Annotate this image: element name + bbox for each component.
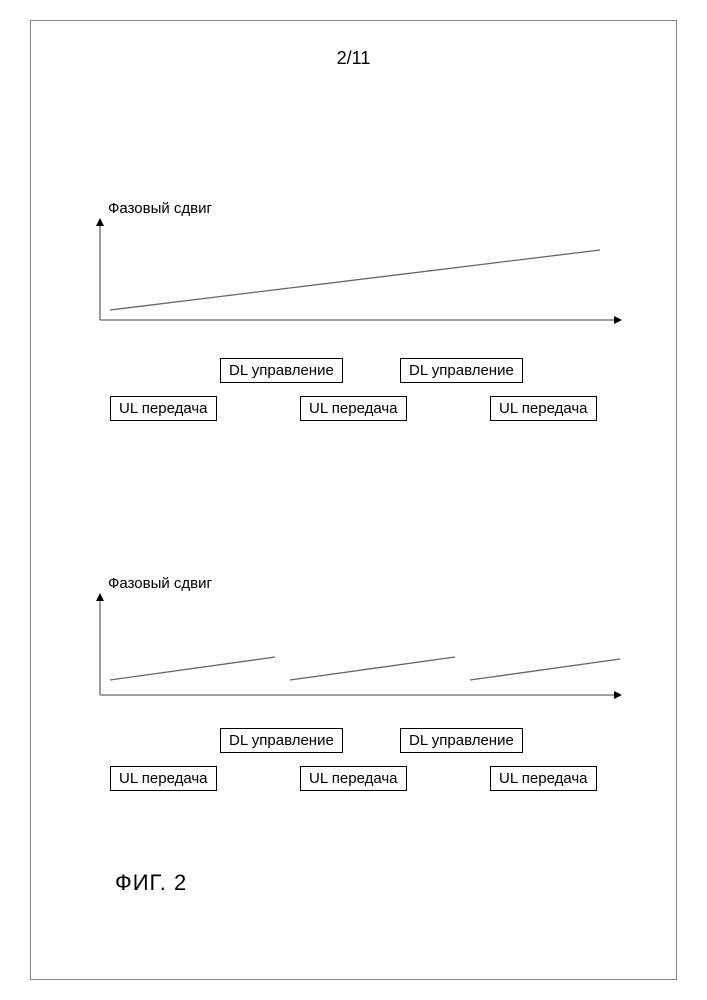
dl-box: DL управление [220,358,343,383]
ul-box: UL передача [300,396,407,421]
page-number: 2/11 [0,48,707,69]
figure-caption: ФИГ. 2 [115,870,187,896]
chart1 [100,220,620,330]
chart1-svg [100,220,620,330]
ul-box: UL передача [490,766,597,791]
dl-box: DL управление [400,728,523,753]
dl-box: DL управление [400,358,523,383]
ul-box: UL передача [110,766,217,791]
chart2-ylabel: Фазовый сдвиг [108,575,212,592]
chart2-seg-2 [290,657,455,680]
chart2-seg-3 [470,659,620,680]
chart2 [100,595,620,705]
ul-box: UL передача [490,396,597,421]
dl-box: DL управление [220,728,343,753]
page-border [30,20,677,980]
chart2-svg [100,595,620,705]
page-root: 2/11 Фазовый сдвиг DL управление DL упра… [0,0,707,1000]
chart1-line [110,250,600,310]
ul-box: UL передача [110,396,217,421]
chart1-ylabel: Фазовый сдвиг [108,200,212,217]
chart2-seg-1 [110,657,275,680]
ul-box: UL передача [300,766,407,791]
